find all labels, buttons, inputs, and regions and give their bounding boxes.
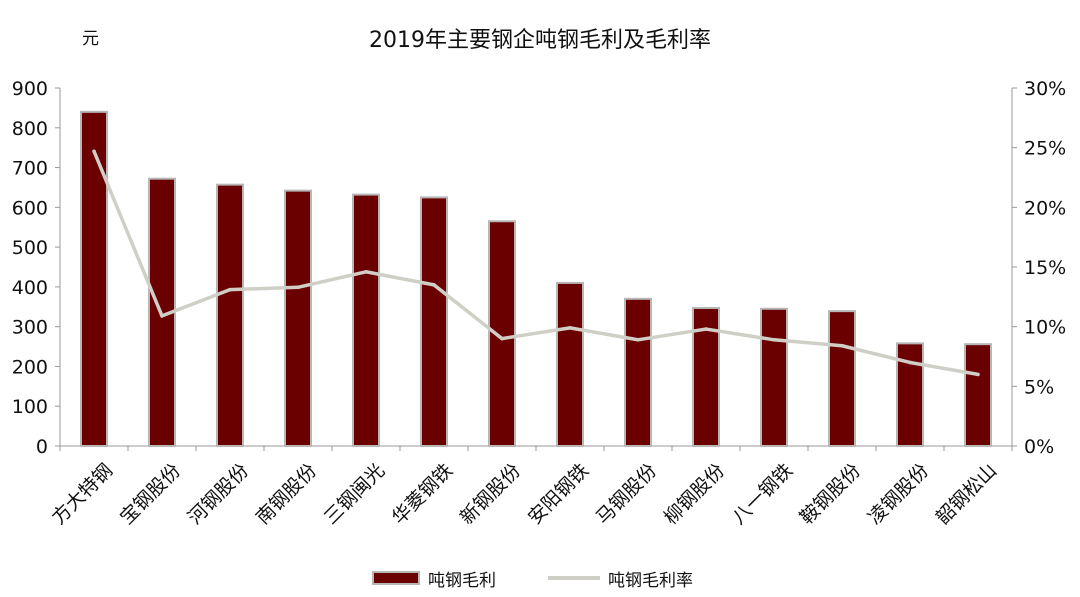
legend-item-line: 吨钢毛利率 xyxy=(548,564,693,592)
margin-point-宝钢股份 xyxy=(160,314,164,318)
right-tick-label: 25% xyxy=(1024,138,1066,160)
right-tick-label: 15% xyxy=(1024,257,1066,279)
left-tick-label: 300 xyxy=(12,317,48,339)
margin-point-华菱钢铁 xyxy=(432,283,436,287)
left-axis-unit: 元 xyxy=(82,29,99,49)
right-tick-label: 0% xyxy=(1024,436,1054,458)
right-tick-label: 20% xyxy=(1024,197,1066,219)
bar-三钢闽光 xyxy=(352,193,380,447)
right-tick-label: 30% xyxy=(1024,78,1066,100)
x-tick-label: 凌钢股份 xyxy=(864,460,933,529)
margin-point-凌钢股份 xyxy=(908,360,912,365)
legend: 吨钢毛利 吨钢毛利率 xyxy=(0,564,1080,592)
bar-安阳钢铁 xyxy=(556,281,584,447)
x-tick-label: 宝钢股份 xyxy=(116,460,185,529)
x-tick-label: 方大特钢 xyxy=(48,460,117,529)
left-tick-label: 200 xyxy=(12,356,48,378)
bar-鞍钢股份 xyxy=(828,310,856,447)
margin-point-方大特钢 xyxy=(92,149,96,154)
left-tick-label: 100 xyxy=(12,396,48,418)
x-tick-label: 鞍钢股份 xyxy=(796,460,865,529)
legend-label-bar: 吨钢毛利 xyxy=(428,570,496,591)
x-tick-label: 三钢闽光 xyxy=(320,460,389,529)
left-tick-label: 0 xyxy=(36,436,48,458)
left-tick-label: 500 xyxy=(12,237,48,259)
bar-韶钢松山 xyxy=(964,343,992,447)
margin-point-韶钢松山 xyxy=(976,372,980,377)
left-tick-label: 800 xyxy=(12,118,48,140)
left-tick-label: 400 xyxy=(12,277,48,299)
bar-八一钢铁 xyxy=(760,307,788,447)
margin-point-柳钢股份 xyxy=(704,327,708,331)
legend-item-bar: 吨钢毛利 xyxy=(372,564,496,592)
right-tick-label: 5% xyxy=(1024,376,1054,398)
x-tick-label: 河钢股份 xyxy=(184,460,253,529)
bar-河钢股份 xyxy=(216,183,244,447)
margin-point-南钢股份 xyxy=(296,285,300,290)
margin-point-鞍钢股份 xyxy=(840,343,844,348)
left-tick-label: 600 xyxy=(12,197,48,219)
margin-point-八一钢铁 xyxy=(772,337,776,342)
legend-swatch-bar xyxy=(372,571,420,585)
bar-方大特钢 xyxy=(80,110,108,447)
margin-line xyxy=(92,150,979,377)
margin-point-马钢股份 xyxy=(636,337,640,342)
margin-point-安阳钢铁 xyxy=(568,326,572,330)
x-tick-label: 南钢股份 xyxy=(252,460,321,529)
x-tick-label: 马钢股份 xyxy=(592,460,661,529)
right-tick-label: 10% xyxy=(1024,317,1066,339)
margin-point-河钢股份 xyxy=(228,287,232,292)
x-tick-label: 柳钢股份 xyxy=(660,460,729,529)
bar-马钢股份 xyxy=(624,297,652,448)
x-tick-label: 韶钢松山 xyxy=(932,460,1001,529)
x-tick-label: 安阳钢铁 xyxy=(524,460,593,529)
left-tick-label: 700 xyxy=(12,158,48,180)
legend-swatch-line xyxy=(548,576,600,580)
margin-point-三钢闽光 xyxy=(364,269,368,274)
x-tick-label: 华菱钢铁 xyxy=(388,460,457,529)
margin-point-新钢股份 xyxy=(500,336,504,341)
bar-华菱钢铁 xyxy=(420,196,448,447)
legend-label-line: 吨钢毛利率 xyxy=(608,570,693,591)
chart-title: 2019年主要钢企吨钢毛利及毛利率 xyxy=(369,28,711,53)
x-tick-label: 新钢股份 xyxy=(456,460,525,529)
x-tick-label: 八一钢铁 xyxy=(728,460,797,529)
left-tick-label: 900 xyxy=(12,78,48,100)
bar-南钢股份 xyxy=(284,189,312,447)
